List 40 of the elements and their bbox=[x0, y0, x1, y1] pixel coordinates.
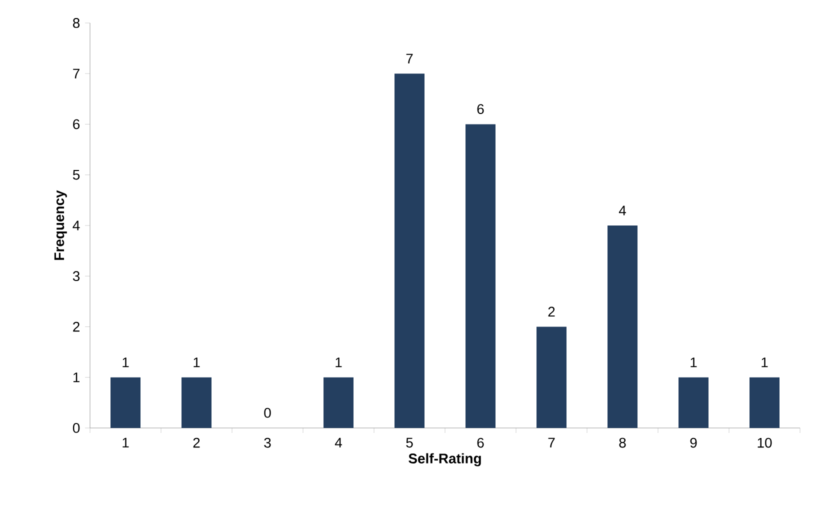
data-label: 1 bbox=[336, 358, 342, 368]
y-tick-label: 4 bbox=[72, 220, 80, 230]
x-tick-label: 9 bbox=[690, 438, 697, 448]
data-label: 2 bbox=[548, 306, 555, 317]
y-tick-label: 6 bbox=[73, 119, 80, 130]
y-axis-title: Frequency bbox=[54, 190, 67, 260]
x-axis-title: Self-Rating bbox=[408, 453, 481, 466]
bar bbox=[536, 326, 567, 428]
bar bbox=[182, 377, 212, 428]
y-tick-label: 2 bbox=[73, 322, 80, 332]
data-label: 0 bbox=[264, 408, 271, 418]
y-tick-label: 5 bbox=[72, 170, 80, 180]
x-tick-label: 10 bbox=[758, 438, 772, 448]
x-tick-label: 4 bbox=[334, 438, 342, 448]
bar bbox=[324, 377, 354, 428]
data-label: 6 bbox=[477, 104, 484, 114]
x-tick-label: 1 bbox=[122, 438, 129, 448]
bar bbox=[608, 225, 638, 428]
y-tick-label: 0 bbox=[72, 423, 80, 433]
data-label: 4 bbox=[618, 206, 626, 216]
x-tick-label: 2 bbox=[193, 438, 200, 448]
data-label: 1 bbox=[194, 358, 200, 368]
x-tick-label: 3 bbox=[264, 438, 271, 448]
y-tick-label: 3 bbox=[72, 271, 80, 282]
bar bbox=[110, 377, 141, 428]
data-label: 1 bbox=[762, 358, 768, 368]
bar bbox=[466, 124, 496, 428]
x-tick-label: 7 bbox=[548, 438, 555, 448]
y-tick-label: 7 bbox=[73, 68, 80, 78]
bar bbox=[678, 377, 709, 428]
x-tick-label: 8 bbox=[619, 438, 626, 448]
y-tick-label: 1 bbox=[73, 372, 80, 382]
x-tick-label: 5 bbox=[406, 438, 413, 448]
y-tick-label: 8 bbox=[73, 18, 80, 28]
data-label: 1 bbox=[122, 358, 129, 368]
bar bbox=[394, 74, 425, 428]
x-tick-label: 6 bbox=[477, 438, 484, 448]
data-label: 1 bbox=[690, 358, 697, 368]
bar bbox=[750, 377, 780, 428]
data-label: 7 bbox=[406, 54, 413, 64]
